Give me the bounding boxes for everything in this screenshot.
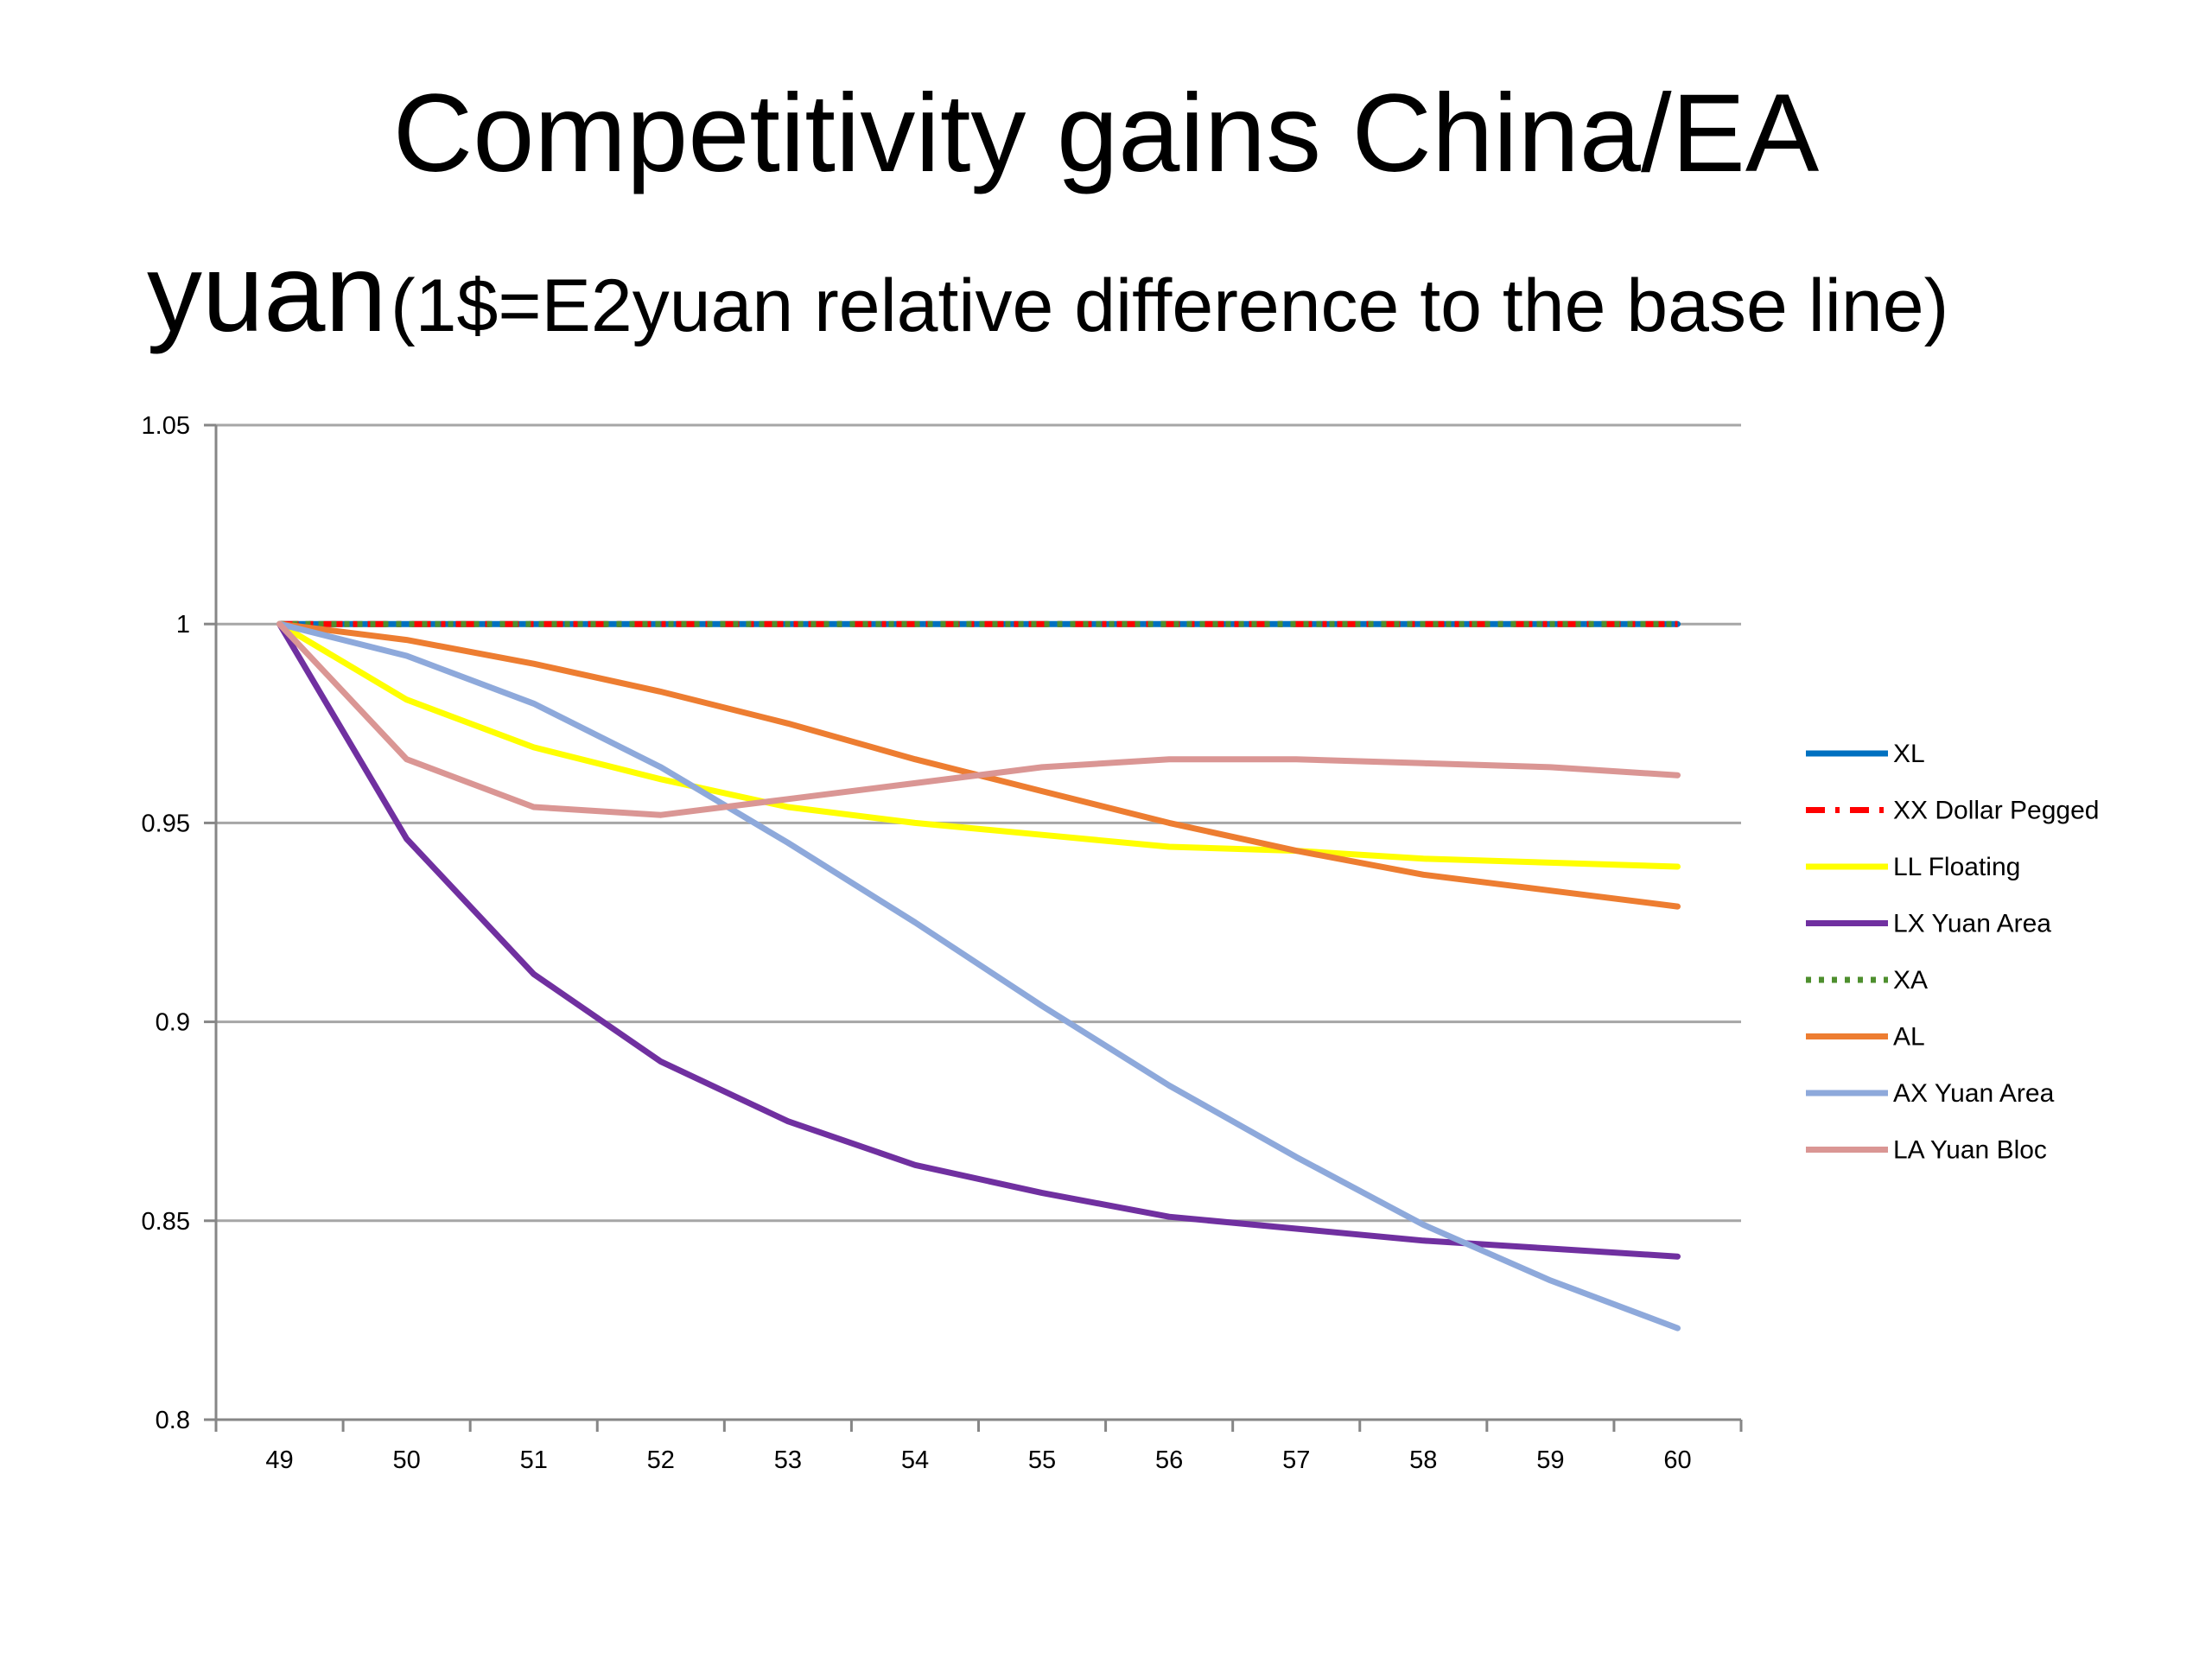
legend-label: XA xyxy=(1893,966,1928,995)
legend: XL XX Dollar Pegged LL Floating LX Yuan Are… xyxy=(1806,740,2099,1165)
series-line-ax-yuan-area xyxy=(276,620,1681,1332)
x-tick-label: 51 xyxy=(520,1446,548,1474)
legend-label: XL xyxy=(1893,740,1925,768)
legend-label: LA Yuan Bloc xyxy=(1893,1136,2047,1165)
x-tick-label: 52 xyxy=(647,1446,675,1474)
page-title-line-1: Competitivity gains China/EA xyxy=(392,72,1820,195)
page-title-subtitle: (1$=E2yuan relative difference to the ba… xyxy=(391,264,1949,347)
grid-lines xyxy=(216,423,1741,1223)
x-tick-label: 54 xyxy=(901,1446,929,1474)
legend-label: AX Yuan Area xyxy=(1893,1079,2055,1108)
x-tick-label: 59 xyxy=(1536,1446,1564,1474)
x-tick-label: 50 xyxy=(392,1446,420,1474)
y-tick-label: 0.9 xyxy=(156,1009,190,1037)
x-tick-label: 49 xyxy=(265,1446,293,1474)
x-tick-label: 58 xyxy=(1409,1446,1437,1474)
series-line-ll-floating xyxy=(276,620,1681,870)
y-tick-label: 0.85 xyxy=(142,1208,190,1236)
series-line-lx-yuan-area xyxy=(276,620,1681,1260)
y-tick-label: 1.05 xyxy=(142,412,190,440)
x-tick-label: 60 xyxy=(1663,1446,1691,1474)
x-tick-label: 53 xyxy=(774,1446,802,1474)
series-line-la-yuan-bloc xyxy=(276,620,1681,818)
legend-label: LX Yuan Area xyxy=(1893,910,2051,938)
x-tick-label: 55 xyxy=(1028,1446,1056,1474)
page-title-main: yuan xyxy=(147,232,387,355)
x-tick-label: 57 xyxy=(1282,1446,1310,1474)
legend-label: XX Dollar Pegged xyxy=(1893,797,2099,825)
x-tick-label: 56 xyxy=(1155,1446,1183,1474)
page-title-line-2: yuan (1$=E2yuan relative difference to t… xyxy=(147,229,1948,371)
y-tick-label: 0.8 xyxy=(156,1407,190,1434)
legend-label: LL Floating xyxy=(1893,853,2020,881)
legend-label: AL xyxy=(1893,1023,1925,1052)
series-lines xyxy=(276,620,1681,1332)
axes: 0.8 0.85 0.9 0.95 1 1.05 49 50 51 52 53 54 55 56 57 58 5… xyxy=(142,412,1743,1474)
y-tick-label: 0.95 xyxy=(142,810,190,837)
y-tick-label: 1 xyxy=(176,611,190,639)
